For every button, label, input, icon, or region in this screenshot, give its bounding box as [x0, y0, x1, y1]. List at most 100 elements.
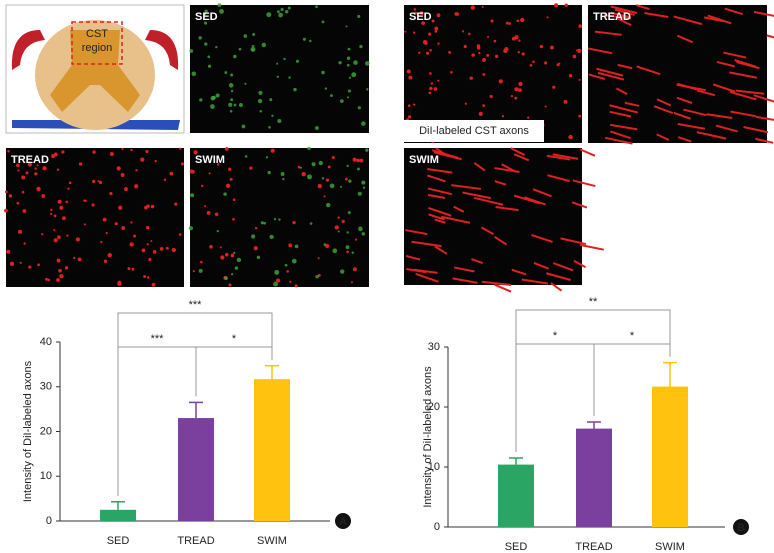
- fiber-green: [321, 70, 325, 75]
- axon: [406, 268, 427, 274]
- fiber-green: [294, 244, 299, 249]
- axon-dot: [61, 150, 65, 154]
- axon: [673, 15, 703, 26]
- fiber-green: [257, 98, 263, 104]
- axon-dot: [41, 194, 46, 198]
- axon-dot: [325, 244, 330, 249]
- axon: [656, 98, 672, 107]
- axon: [473, 162, 486, 172]
- axon-dot: [120, 173, 125, 177]
- axon-dot: [25, 171, 29, 175]
- axon-dot: [341, 219, 345, 223]
- axon-dot: [503, 48, 508, 53]
- axon-dot: [97, 180, 100, 183]
- schematic-label: region: [82, 42, 113, 54]
- y-axis-label: Intensity of DiI-labeled axons: [422, 366, 434, 508]
- axon: [434, 245, 448, 255]
- panel-badge: [335, 513, 351, 529]
- axon: [531, 234, 553, 243]
- axon-dot: [552, 85, 556, 89]
- axon: [552, 262, 574, 272]
- fiber-green: [223, 192, 227, 196]
- axon-dot: [431, 19, 435, 23]
- axon-dot: [77, 257, 82, 262]
- fiber-green: [309, 39, 312, 43]
- axon-dot: [527, 116, 530, 119]
- fiber-green: [228, 83, 234, 88]
- fiber-green: [238, 103, 243, 107]
- axon: [405, 255, 421, 261]
- fiber-green: [348, 76, 352, 79]
- fiber-green: [311, 162, 316, 167]
- axon-dot: [127, 267, 131, 271]
- axon-dot: [350, 281, 353, 284]
- axon: [547, 174, 570, 183]
- axon-dot: [174, 202, 178, 206]
- fiber-green: [287, 6, 291, 10]
- axon-dot: [206, 211, 211, 215]
- x-tick-label: SWIM: [257, 535, 287, 547]
- panel-label: B: [737, 522, 745, 534]
- axon-dot: [28, 265, 32, 269]
- micrograph: [6, 148, 184, 287]
- axon: [656, 133, 670, 141]
- axon-dot: [468, 32, 471, 36]
- axon-dot: [418, 51, 421, 54]
- fiber-green: [346, 96, 350, 99]
- overlay-box: [404, 120, 544, 142]
- axon: [706, 113, 733, 120]
- axon: [766, 34, 774, 39]
- axon: [572, 179, 596, 188]
- axon-dot: [189, 169, 194, 174]
- axon-dot: [56, 278, 60, 282]
- fiber-green: [348, 179, 352, 183]
- axon-dot: [64, 266, 69, 270]
- axon-dot: [424, 41, 428, 45]
- axon: [494, 236, 508, 246]
- fiber-green: [274, 269, 280, 275]
- overlay-label: DiI-labeled CST axons: [419, 125, 529, 137]
- axon-dot: [254, 226, 258, 230]
- fiber-green: [190, 193, 195, 198]
- fiber-green: [347, 47, 351, 51]
- axon: [428, 213, 445, 221]
- axon-dot: [159, 246, 164, 251]
- axon-dot: [514, 35, 519, 40]
- axon-dot: [408, 75, 413, 80]
- y-tick-label: 30: [428, 341, 440, 353]
- axon: [440, 215, 471, 224]
- axon: [521, 278, 549, 285]
- axon: [471, 258, 483, 265]
- axon-dot: [109, 152, 114, 156]
- axon-dot: [437, 79, 440, 82]
- axon-dot: [105, 231, 108, 235]
- axon-dot: [4, 190, 8, 194]
- axon: [481, 280, 512, 286]
- axon-dot: [461, 30, 465, 33]
- fiber-green: [198, 36, 202, 40]
- axon-dot: [6, 249, 11, 254]
- fiber-green: [280, 172, 285, 176]
- axon: [427, 167, 453, 174]
- axon-dot: [327, 165, 331, 169]
- axon: [609, 104, 639, 114]
- y-tick-label: 10: [40, 470, 52, 482]
- axon-dot: [17, 229, 22, 234]
- axon-dot: [489, 94, 493, 99]
- axon-dot: [9, 261, 15, 266]
- axon-dot: [428, 91, 432, 95]
- axon-dot: [83, 223, 86, 226]
- fiber-green: [326, 202, 331, 208]
- y-tick-label: 0: [434, 521, 440, 533]
- fiber-green: [224, 71, 228, 75]
- fiber-green: [347, 89, 351, 93]
- axon-dot: [140, 157, 145, 162]
- fiber-green: [366, 88, 369, 91]
- axon: [715, 124, 738, 133]
- fiber-green: [224, 276, 228, 281]
- axon-dot: [518, 88, 522, 92]
- axon-dot: [229, 177, 233, 181]
- axon-dot: [325, 178, 330, 182]
- axon-dot: [152, 250, 157, 254]
- axon: [597, 71, 625, 81]
